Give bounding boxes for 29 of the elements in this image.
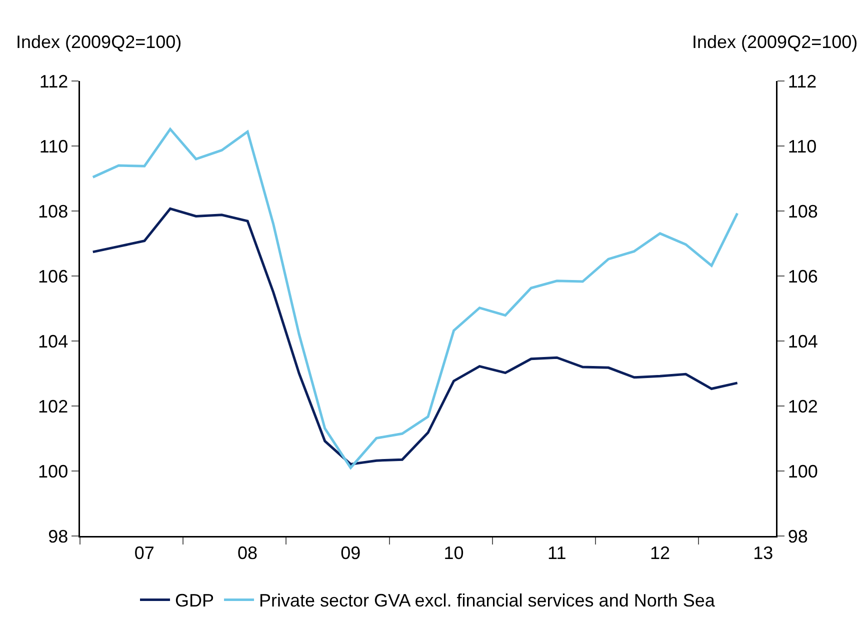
y2-tick-label: 108 [788, 201, 818, 222]
y-axis-title: Index (2009Q2=100) [16, 32, 182, 52]
x-tick-label: 09 [340, 542, 361, 563]
y-tick-label: 110 [39, 136, 68, 156]
line-series [92, 128, 739, 469]
x-tick-label: 13 [753, 542, 774, 563]
x-tick-label: 07 [134, 542, 154, 563]
y-tick-label: 100 [38, 461, 68, 482]
x-tick-label: 12 [650, 542, 670, 563]
y-tick-label: 98 [48, 526, 68, 546]
y2-tick-label: 100 [788, 461, 818, 482]
y2-tick-label: 112 [788, 71, 817, 92]
y2-tick-label: 104 [788, 331, 818, 352]
x-tick-label: 10 [444, 542, 464, 563]
x-tick-label: 11 [548, 542, 566, 563]
y-tick-label: 108 [38, 201, 68, 222]
x-tick-label: 08 [238, 542, 258, 563]
line-series [92, 207, 739, 466]
y-tick-label: 102 [38, 396, 68, 416]
y2-tick-label: 110 [788, 136, 817, 156]
y-tick-label: 106 [38, 266, 68, 286]
legend-label: GDP [175, 590, 214, 611]
y-tick-label: 104 [38, 331, 68, 352]
y2-tick-label: 102 [788, 396, 818, 416]
legend-label: Private sector GVA excl. financial services and North Sea [259, 590, 716, 611]
y2-tick-label: 106 [788, 266, 818, 286]
y-tick-label: 112 [39, 71, 68, 92]
y2-tick-label: 98 [788, 526, 808, 546]
y2-axis-title: Index (2009Q2=100) [692, 32, 858, 52]
